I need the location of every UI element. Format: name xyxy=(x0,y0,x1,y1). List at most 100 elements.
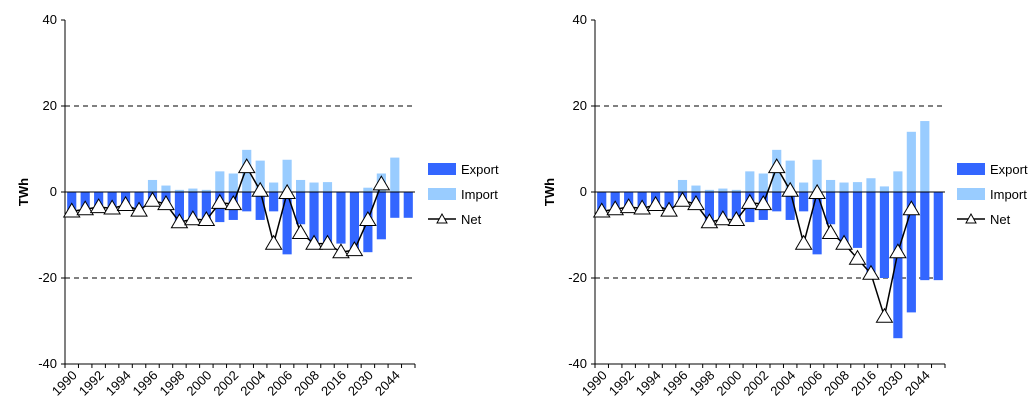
import-bar xyxy=(920,121,930,192)
x-tick-label: 2004 xyxy=(237,368,268,399)
export-bar xyxy=(785,192,795,220)
net-point xyxy=(345,241,364,257)
export-bar xyxy=(390,192,400,218)
net-point xyxy=(318,234,337,250)
export-bar xyxy=(920,192,930,281)
x-tick-label: 1998 xyxy=(156,368,187,399)
export-bar xyxy=(309,192,319,244)
net-point xyxy=(224,195,243,211)
net-point xyxy=(592,202,611,218)
export-bar xyxy=(269,192,279,212)
legend-swatch-net-marker xyxy=(436,212,448,224)
net-point xyxy=(902,200,921,216)
x-tick-label: 1990 xyxy=(579,368,610,399)
net-point xyxy=(862,264,880,280)
import-bar xyxy=(282,159,292,192)
export-bar xyxy=(242,192,252,212)
net-point xyxy=(332,243,350,259)
import-bar xyxy=(691,185,701,192)
net-point xyxy=(184,210,202,226)
export-bar xyxy=(866,192,876,274)
x-tick-label: 2002 xyxy=(740,368,771,399)
export-bar xyxy=(174,192,184,223)
x-tick-label: 1990 xyxy=(49,368,80,399)
net-point xyxy=(835,234,853,250)
import-bar xyxy=(745,171,755,192)
export-bar xyxy=(597,192,607,212)
import-bar xyxy=(799,182,809,192)
import-bar xyxy=(215,171,225,192)
net-point xyxy=(754,195,773,211)
net-point xyxy=(727,210,746,227)
legend-swatch-import xyxy=(957,188,985,200)
net-point xyxy=(687,195,705,211)
export-bar xyxy=(933,192,943,281)
import-bar xyxy=(718,188,728,192)
import-bar xyxy=(879,186,889,192)
net-point xyxy=(633,199,651,215)
export-bar xyxy=(731,192,741,220)
x-tick-label: 1994 xyxy=(103,368,134,399)
net-point xyxy=(875,307,894,323)
net-point xyxy=(606,200,625,216)
net-point xyxy=(619,198,638,214)
legend-label-import: Import xyxy=(990,187,1027,202)
import-bar xyxy=(322,182,333,192)
x-tick-label: 2044 xyxy=(902,368,933,399)
export-bar xyxy=(282,192,292,255)
x-tick-label: 2044 xyxy=(372,368,403,399)
legend-label-export: Export xyxy=(990,162,1028,177)
export-bar xyxy=(296,192,306,225)
x-tick-label: 2030 xyxy=(875,368,906,399)
net-point xyxy=(130,201,148,217)
legend-label-import: Import xyxy=(461,187,498,202)
legend: Export Import Net xyxy=(428,162,499,227)
y-tick-label: -40 xyxy=(568,356,587,371)
net-point xyxy=(889,243,907,259)
export-bar xyxy=(403,192,413,218)
net-point xyxy=(821,223,840,239)
x-tick-label: 2004 xyxy=(767,368,798,399)
x-tick-label: 2016 xyxy=(848,368,879,399)
legend-swatch-export xyxy=(957,163,985,175)
export-bar xyxy=(349,192,359,253)
import-bar xyxy=(161,185,171,192)
export-bar xyxy=(799,192,809,212)
export-bar xyxy=(879,192,889,278)
export-bar xyxy=(376,192,386,240)
x-tick-label: 2016 xyxy=(318,368,349,399)
legend-label-export: Export xyxy=(461,162,499,177)
import-bar xyxy=(677,179,688,192)
import-bar xyxy=(269,182,279,192)
x-tick-label: 1996 xyxy=(130,368,161,399)
net-point xyxy=(170,213,189,229)
export-bar xyxy=(322,192,333,248)
export-bar xyxy=(188,192,198,220)
net-point xyxy=(116,195,135,211)
net-point xyxy=(781,181,800,197)
net-point xyxy=(291,223,310,239)
y-tick-label: 0 xyxy=(580,184,587,199)
y-axis-title: TWh xyxy=(542,178,557,206)
import-bar xyxy=(893,171,903,192)
net-point xyxy=(76,200,95,216)
export-bar xyxy=(718,192,728,220)
net-point xyxy=(210,193,229,209)
import-bar xyxy=(866,178,876,192)
net-point xyxy=(157,195,175,211)
y-tick-label: -20 xyxy=(568,270,587,285)
net-point xyxy=(278,183,296,199)
x-tick-label: 2000 xyxy=(183,368,214,399)
y-tick-label: 20 xyxy=(43,98,57,113)
net-point xyxy=(103,199,121,215)
legend-swatch-export xyxy=(428,163,456,175)
legend: Export Import Net xyxy=(957,162,1028,227)
net-point xyxy=(305,234,323,250)
import-bar xyxy=(785,160,795,192)
y-tick-label: -40 xyxy=(38,356,57,371)
net-point xyxy=(767,158,786,174)
x-tick-label: 2002 xyxy=(210,368,241,399)
chart-panel-2: -40-200204019901992199419961998200020022… xyxy=(542,12,1028,399)
import-bar xyxy=(758,173,768,192)
